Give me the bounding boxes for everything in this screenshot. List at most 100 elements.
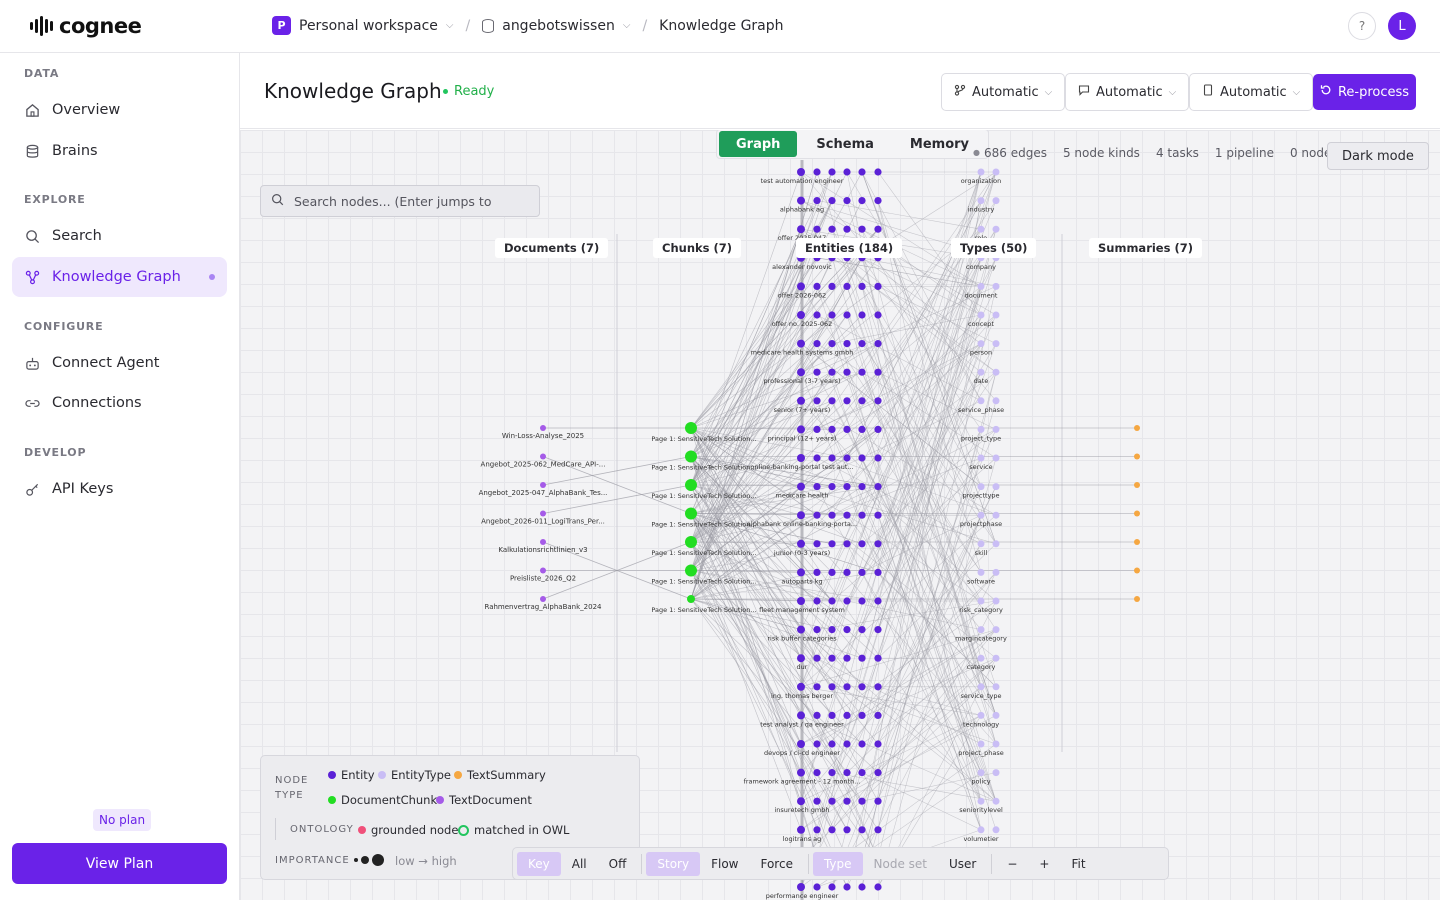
legend-text-summary[interactable]: TextSummary [454, 768, 546, 782]
entity-node[interactable] [874, 711, 882, 720]
entity-node[interactable] [874, 568, 882, 576]
chevron-down-icon[interactable]: ⌵ [622, 20, 631, 31]
entity-type-node[interactable] [977, 168, 985, 176]
entity-type-node[interactable] [992, 311, 1000, 319]
zoom-out-button[interactable]: − [1007, 856, 1018, 871]
entity-node[interactable] [797, 682, 805, 691]
entity-node[interactable] [828, 769, 836, 777]
sidebar-item-brains[interactable]: Brains [12, 131, 227, 171]
entity-node[interactable] [813, 311, 821, 319]
force-layout-button[interactable]: Force [760, 856, 793, 871]
entity-type-node[interactable] [977, 368, 985, 376]
entity-node[interactable] [858, 597, 866, 605]
document-chunk-node[interactable] [685, 507, 697, 520]
document-chunk-node[interactable] [685, 536, 697, 548]
legend-entity-type[interactable]: EntityType [378, 768, 451, 782]
entity-node[interactable] [843, 311, 851, 319]
entity-node[interactable] [828, 511, 836, 519]
group-by-type-button[interactable]: Type [812, 851, 863, 876]
entity-node[interactable] [843, 197, 851, 205]
entity-node[interactable] [828, 454, 836, 462]
entity-node[interactable] [843, 711, 851, 720]
entity-type-node[interactable] [977, 511, 985, 519]
dark-mode-button[interactable]: Dark mode [1327, 142, 1429, 170]
brand-logo[interactable]: cognee [30, 14, 142, 38]
entity-node[interactable] [797, 654, 805, 663]
entity-node[interactable] [813, 511, 821, 519]
legend-entity[interactable]: Entity [328, 768, 375, 782]
entity-node[interactable] [828, 883, 836, 891]
text-summary-node[interactable] [1134, 425, 1140, 431]
entity-type-node[interactable] [977, 282, 985, 290]
help-button[interactable]: ? [1348, 12, 1376, 40]
reprocess-button[interactable]: Re-process [1313, 74, 1416, 110]
entity-node[interactable] [874, 797, 882, 805]
entity-node[interactable] [797, 311, 805, 319]
document-chunk-node[interactable] [685, 564, 697, 577]
entity-node[interactable] [843, 654, 851, 662]
key-button[interactable]: Key [517, 851, 561, 876]
entity-node[interactable] [858, 397, 866, 405]
entity-node[interactable] [843, 368, 851, 376]
entity-type-node[interactable] [977, 425, 985, 433]
legend-document-chunk[interactable]: DocumentChunk [328, 793, 437, 807]
entity-node[interactable] [797, 396, 805, 405]
entity-type-node[interactable] [977, 225, 985, 233]
entity-node[interactable] [843, 168, 851, 176]
entity-node[interactable] [797, 339, 805, 348]
entity-node[interactable] [797, 625, 805, 634]
entity-type-node[interactable] [992, 568, 1000, 576]
entity-node[interactable] [797, 825, 805, 834]
entity-node[interactable] [797, 282, 805, 291]
entity-node[interactable] [874, 826, 882, 834]
flow-layout-button[interactable]: Flow [711, 856, 739, 871]
entity-node[interactable] [828, 626, 836, 634]
text-summary-node[interactable] [1134, 539, 1140, 545]
graph-canvas[interactable]: Win-Loss-Analyse_2025 Angebot_2025-062_Me… [240, 130, 1440, 900]
text-summary-node[interactable] [1134, 567, 1140, 574]
text-document-node[interactable] [540, 567, 546, 574]
entity-node[interactable] [874, 397, 882, 405]
entity-node[interactable] [874, 368, 882, 376]
entity-type-node[interactable] [977, 483, 985, 491]
entity-node[interactable] [813, 483, 821, 491]
entity-node[interactable] [858, 368, 866, 376]
tab-graph[interactable]: Graph [719, 131, 798, 157]
entity-node[interactable] [874, 225, 882, 233]
entity-node[interactable] [813, 197, 821, 205]
entity-node[interactable] [813, 168, 821, 176]
entity-type-node[interactable] [992, 454, 1000, 462]
group-by-user-button[interactable]: User [949, 856, 977, 871]
entity-type-node[interactable] [992, 197, 1000, 205]
entity-node[interactable] [828, 483, 836, 491]
entity-node[interactable] [797, 768, 805, 777]
entity-node[interactable] [813, 797, 821, 805]
entity-node[interactable] [797, 568, 805, 577]
entity-node[interactable] [874, 425, 882, 433]
entity-node[interactable] [843, 826, 851, 834]
entity-type-node[interactable] [977, 311, 985, 319]
document-chunk-node[interactable] [685, 450, 697, 463]
all-button[interactable]: All [571, 856, 587, 871]
entity-node[interactable] [858, 225, 866, 233]
text-document-node[interactable] [540, 482, 546, 488]
entity-type-node[interactable] [992, 654, 1000, 662]
entity-type-node[interactable] [992, 711, 1000, 719]
entity-node[interactable] [858, 483, 866, 491]
tab-schema[interactable]: Schema [816, 136, 874, 152]
dataset-selector[interactable]: angebotswissen [502, 17, 615, 34]
entity-node[interactable] [858, 311, 866, 319]
entity-node[interactable] [858, 883, 866, 891]
entity-type-node[interactable] [992, 340, 1000, 348]
entity-node[interactable] [843, 511, 851, 519]
prompt-select[interactable]: Automatic ⌵ [1065, 73, 1190, 111]
entity-node[interactable] [843, 597, 851, 605]
entity-node[interactable] [874, 311, 882, 319]
text-document-node[interactable] [540, 453, 546, 460]
entity-type-node[interactable] [977, 826, 985, 834]
entity-node[interactable] [813, 654, 821, 662]
entity-node[interactable] [813, 883, 821, 891]
entity-node[interactable] [813, 454, 821, 462]
entity-node[interactable] [828, 425, 836, 433]
tab-memory[interactable]: Memory [909, 136, 970, 152]
